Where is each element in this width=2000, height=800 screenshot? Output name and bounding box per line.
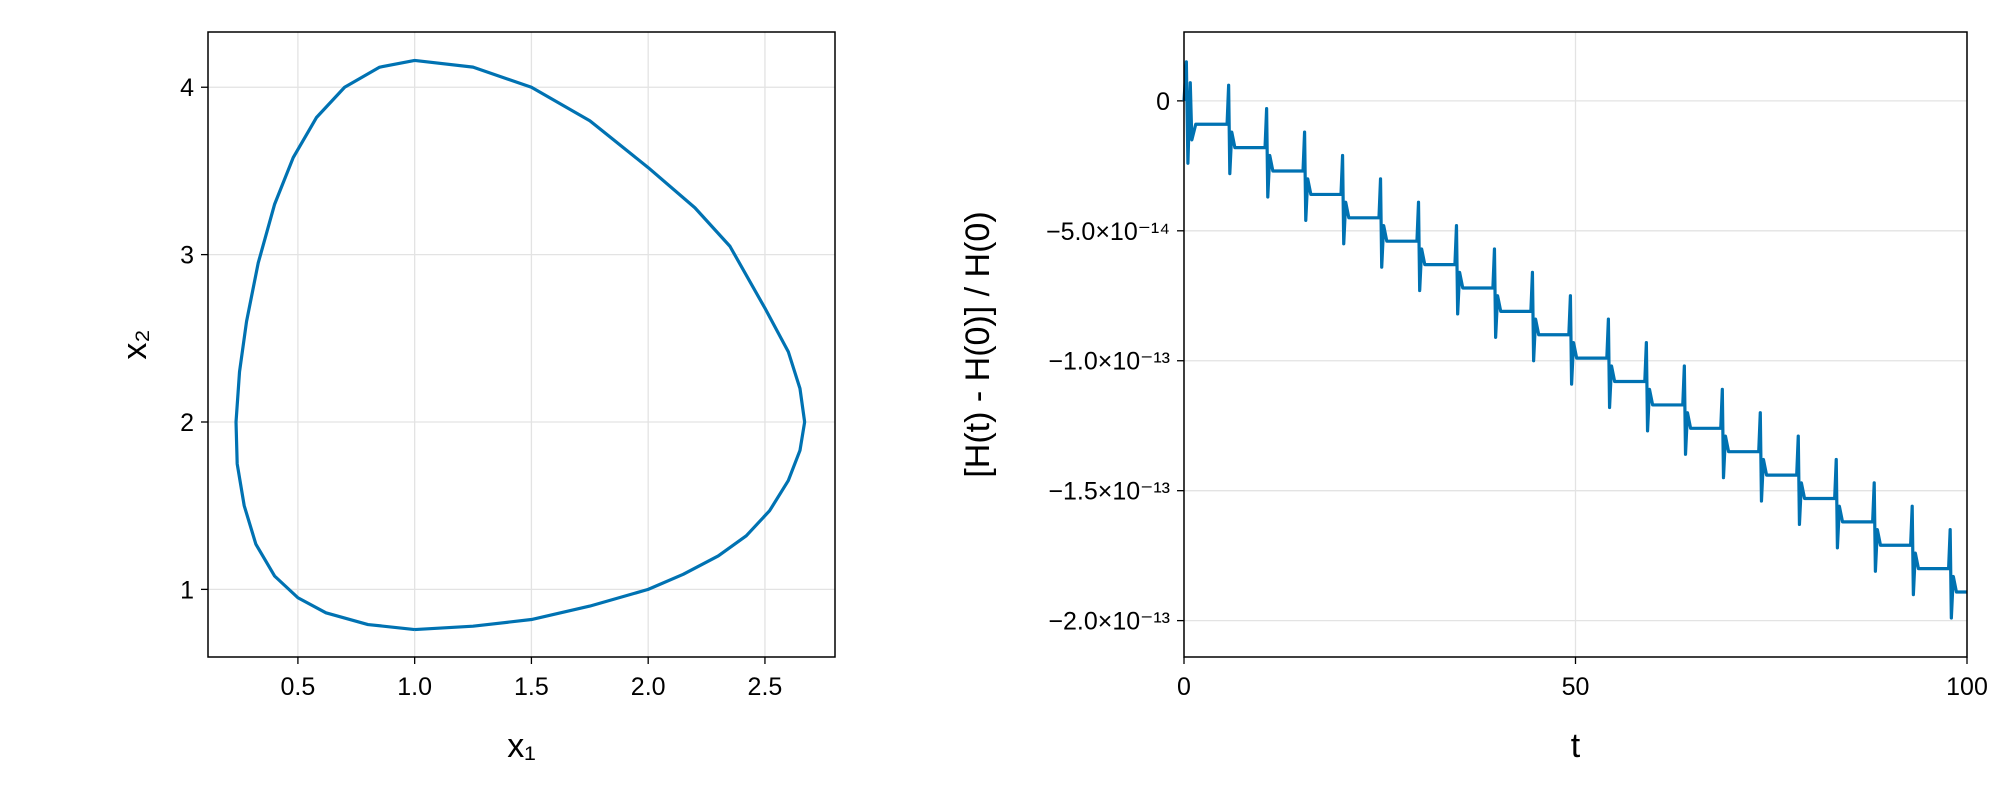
x-tick-label: 2.0: [631, 673, 666, 701]
y-tick-label: −1.5×10⁻¹³: [1048, 478, 1170, 506]
x-tick-label: 0.5: [281, 673, 316, 701]
x-axis-label: t: [1571, 727, 1581, 765]
y-tick-label: −2.0×10⁻¹³: [1048, 608, 1170, 636]
y-tick-label: −1.0×10⁻¹³: [1048, 348, 1170, 376]
y-tick-label: 1: [180, 576, 194, 604]
data-line: [234, 58, 807, 632]
x-tick-label: 1.0: [397, 673, 432, 701]
x-tick-label: 2.5: [748, 673, 783, 701]
y-tick-label: 3: [180, 242, 194, 270]
plot-frame: [207, 31, 836, 658]
y-tick-label: −5.0×10⁻¹⁴: [1046, 218, 1170, 246]
x-axis-label: x₁: [507, 727, 535, 765]
x-tick-label: 50: [1562, 673, 1590, 701]
x-tick-label: 0: [1177, 673, 1191, 701]
x-tick-label: 100: [1946, 673, 1988, 701]
y-tick-label: 4: [180, 74, 194, 102]
y-axis-label: [H(t) - H(0)] / H(0): [959, 211, 997, 477]
y-tick-label: 2: [180, 409, 194, 437]
y-axis-label: x₂: [116, 329, 154, 359]
y-tick-label: 0: [1156, 88, 1170, 116]
chart: 0.5 1.0 1.5 2.0 2.5 1 2 3 4 x₁ x₂: [116, 31, 836, 765]
chart: 0 50 100 0 −5.0×10⁻¹⁴ −1.0×10⁻¹³ −1.5×10⁻¹³ −2.…: [959, 31, 1988, 765]
data-line: [1182, 60, 1967, 620]
plot-frame: [1183, 31, 1968, 658]
x-tick-label: 1.5: [514, 673, 549, 701]
